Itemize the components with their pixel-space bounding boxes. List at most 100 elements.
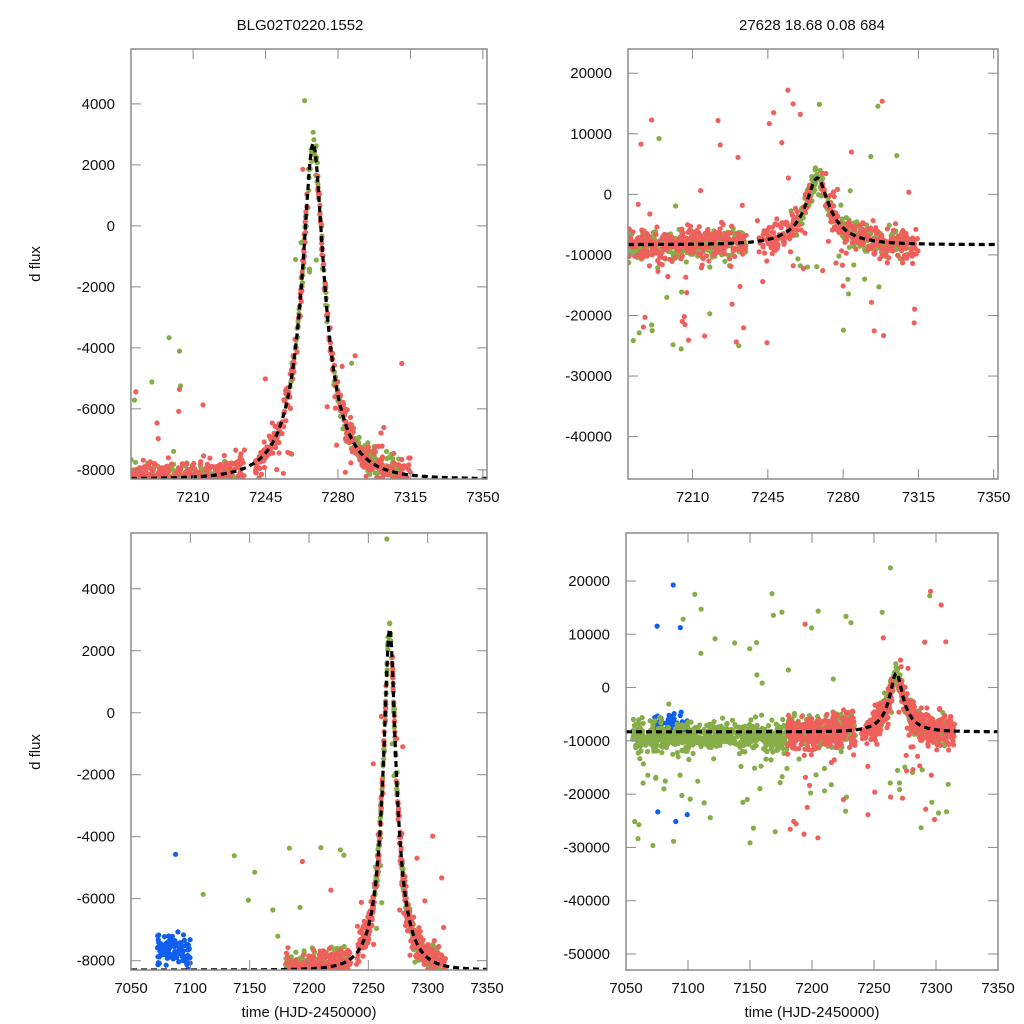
data-point-red bbox=[729, 223, 735, 229]
data-point-red bbox=[381, 424, 387, 431]
data-point-red bbox=[287, 405, 294, 411]
data-point-red bbox=[785, 175, 792, 181]
data-point-green bbox=[943, 809, 950, 815]
data-point-red bbox=[802, 191, 808, 198]
data-point-red bbox=[378, 805, 384, 811]
data-point-red bbox=[939, 725, 945, 731]
data-point-green bbox=[384, 536, 390, 542]
data-point-green bbox=[286, 845, 292, 851]
data-point-red bbox=[441, 924, 447, 931]
data-point-red bbox=[649, 117, 655, 123]
data-point-red bbox=[774, 216, 780, 222]
y-tick-label: -2000 bbox=[77, 767, 115, 784]
data-point-green bbox=[681, 737, 687, 743]
data-point-red bbox=[883, 251, 889, 257]
data-point-red bbox=[155, 436, 161, 442]
data-point-green bbox=[691, 726, 697, 732]
data-point-red bbox=[371, 941, 377, 948]
data-point-red bbox=[911, 320, 917, 326]
data-point-green bbox=[814, 171, 820, 178]
data-point-red bbox=[378, 713, 384, 720]
data-points bbox=[630, 565, 958, 849]
data-point-green bbox=[661, 740, 667, 747]
data-point-red bbox=[324, 404, 330, 410]
data-point-red bbox=[934, 742, 940, 748]
data-point-red bbox=[804, 722, 810, 728]
data-point-red bbox=[696, 230, 702, 236]
data-point-green bbox=[245, 897, 251, 903]
data-point-blue bbox=[670, 582, 676, 588]
data-point-green bbox=[779, 774, 785, 780]
data-point-green bbox=[781, 735, 787, 741]
data-point-red bbox=[860, 221, 866, 227]
data-point-red bbox=[684, 290, 690, 296]
data-point-green bbox=[632, 819, 638, 825]
data-point-red bbox=[379, 474, 385, 479]
data-point-red bbox=[261, 458, 267, 464]
data-point-red bbox=[354, 955, 360, 961]
data-point-red bbox=[801, 831, 807, 837]
y-tick-label: -8000 bbox=[77, 953, 115, 970]
data-point-red bbox=[665, 273, 671, 280]
data-point-green bbox=[714, 736, 720, 742]
data-point-red bbox=[273, 444, 279, 451]
data-point-red bbox=[826, 718, 832, 724]
data-point-red bbox=[934, 747, 940, 753]
data-point-red bbox=[655, 268, 661, 274]
y-tick-label: 0 bbox=[107, 218, 115, 235]
data-point-red bbox=[923, 734, 929, 741]
data-point-red bbox=[732, 253, 738, 260]
data-point-green bbox=[349, 360, 355, 366]
title-left: BLG02T0220.1552 bbox=[237, 17, 364, 34]
data-point-green bbox=[804, 264, 811, 270]
data-point-green bbox=[131, 397, 138, 403]
data-point-red bbox=[299, 288, 305, 294]
data-point-red bbox=[430, 833, 436, 839]
data-point-red bbox=[779, 140, 785, 146]
plot-frame bbox=[130, 532, 488, 971]
data-point-red bbox=[240, 460, 246, 466]
data-point-green bbox=[879, 609, 885, 615]
data-point-red bbox=[802, 208, 808, 214]
data-point-red bbox=[848, 149, 855, 155]
data-point-green bbox=[717, 725, 723, 731]
data-point-red bbox=[638, 256, 644, 262]
data-point-red bbox=[697, 188, 704, 194]
data-point-green bbox=[895, 767, 901, 773]
data-point-green bbox=[720, 734, 726, 740]
data-point-red bbox=[717, 142, 723, 148]
data-point-red bbox=[285, 449, 291, 455]
data-point-red bbox=[823, 170, 829, 177]
data-point-red bbox=[283, 960, 289, 966]
data-point-red bbox=[839, 262, 846, 268]
data-point-green bbox=[812, 165, 819, 171]
data-point-red bbox=[807, 782, 813, 789]
data-point-red bbox=[896, 709, 902, 715]
data-point-green bbox=[647, 718, 653, 724]
data-point-red bbox=[696, 238, 702, 244]
data-point-red bbox=[880, 635, 886, 641]
panel-bottom-left: 7050 7100 7150 7200 7250 7300 7350-8000-6000-4… bbox=[77, 532, 504, 997]
data-point-red bbox=[281, 397, 287, 403]
data-point-red bbox=[824, 740, 831, 746]
data-point-red bbox=[284, 954, 290, 960]
data-point-red bbox=[696, 224, 702, 230]
data-point-red bbox=[299, 269, 305, 275]
data-point-blue bbox=[181, 937, 187, 944]
data-point-green bbox=[293, 949, 299, 955]
data-point-red bbox=[344, 965, 350, 970]
data-point-red bbox=[717, 230, 723, 236]
data-point-red bbox=[697, 252, 703, 258]
data-point-red bbox=[212, 464, 218, 470]
data-point-red bbox=[819, 732, 825, 738]
data-point-green bbox=[761, 746, 767, 752]
data-point-green bbox=[838, 202, 844, 208]
data-point-green bbox=[666, 701, 672, 707]
data-point-red bbox=[257, 465, 263, 472]
data-point-green bbox=[875, 103, 881, 109]
data-point-green bbox=[893, 664, 899, 670]
data-point-green bbox=[645, 772, 651, 778]
data-point-red bbox=[886, 246, 892, 252]
data-point-red bbox=[865, 719, 871, 725]
data-point-blue bbox=[684, 812, 690, 818]
